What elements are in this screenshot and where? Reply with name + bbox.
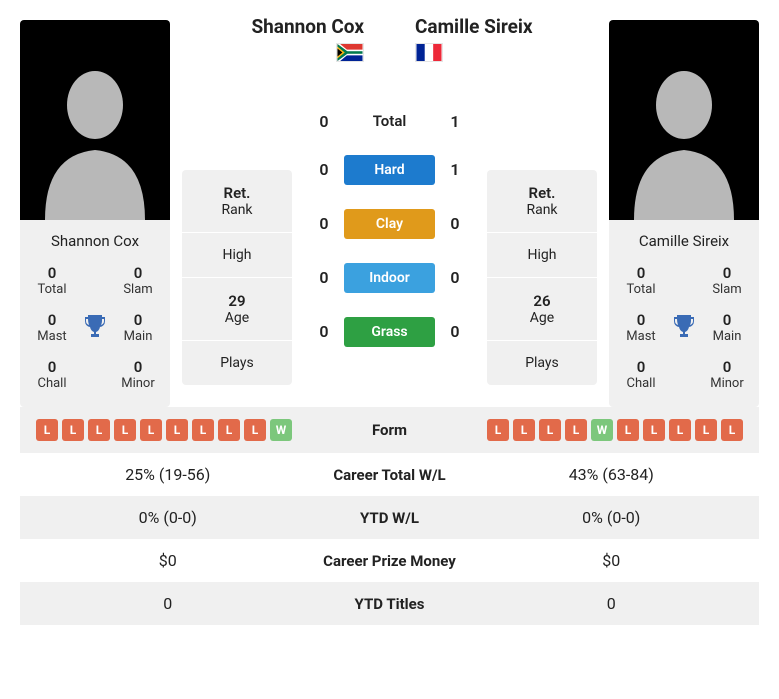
- stat-slam-right: 0 Slam: [703, 264, 751, 297]
- stat-mast-right: 0 Mast: [617, 311, 665, 344]
- player-card-right: Camille Sireix 0 Total 0 Slam 0 Mast: [609, 20, 759, 407]
- form-pill[interactable]: L: [36, 419, 58, 441]
- compare-left: 25% (19-56): [36, 465, 300, 484]
- form-pill[interactable]: L: [565, 419, 587, 441]
- form-pill[interactable]: L: [695, 419, 717, 441]
- h2h-center: Shannon Cox Camille Sireix 0 Total 1 0 H…: [304, 20, 475, 371]
- compare-left: 0% (0-0): [36, 508, 300, 527]
- h2h-row-total: 0 Total 1: [304, 112, 475, 131]
- compare-table: LLLLLLLLLW Form LLLLWLLLLL 25% (19-56)Ca…: [20, 407, 759, 625]
- high-right: High: [487, 233, 597, 278]
- stat-total-left: 0 Total: [28, 264, 76, 297]
- form-label: Form: [300, 421, 480, 439]
- rank-right: Ret. Rank: [487, 170, 597, 233]
- compare-label: Career Total W/L: [300, 466, 480, 484]
- trophy-icon: [82, 313, 108, 343]
- player-card-name-left: Shannon Cox: [28, 232, 162, 250]
- compare-row: $0Career Prize Money$0: [20, 539, 759, 582]
- stat-minor-right: 0 Minor: [703, 358, 751, 391]
- form-pill[interactable]: L: [166, 419, 188, 441]
- compare-row: 0YTD Titles0: [20, 582, 759, 625]
- compare-right: 0: [480, 594, 744, 613]
- h2h-row-hard: 0 Hard 1: [304, 155, 475, 185]
- form-pill[interactable]: L: [140, 419, 162, 441]
- compare-row-form: LLLLLLLLLW Form LLLLWLLLLL: [20, 407, 759, 453]
- compare-left: $0: [36, 551, 300, 570]
- h2h-total-left: 0: [304, 112, 344, 131]
- player-header-left: Shannon Cox: [244, 16, 364, 66]
- form-pill[interactable]: L: [513, 419, 535, 441]
- age-right: 26 Age: [487, 278, 597, 341]
- age-left: 29 Age: [182, 278, 292, 341]
- form-pill[interactable]: L: [643, 419, 665, 441]
- compare-label: Career Prize Money: [300, 552, 480, 570]
- flag-fr-icon: [415, 43, 443, 62]
- player-photo-right: [609, 20, 759, 220]
- form-pill[interactable]: L: [721, 419, 743, 441]
- form-pills-left: LLLLLLLLLW: [36, 419, 300, 441]
- compare-label: YTD W/L: [300, 509, 480, 527]
- flag-za-icon: [336, 43, 364, 62]
- form-pill[interactable]: L: [88, 419, 110, 441]
- high-left: High: [182, 233, 292, 278]
- compare-row: 25% (19-56)Career Total W/L43% (63-84): [20, 453, 759, 496]
- form-pills-right: LLLLWLLLLL: [480, 419, 744, 441]
- form-pill[interactable]: L: [218, 419, 240, 441]
- stat-chall-right: 0 Chall: [617, 358, 665, 391]
- player-card-left: Shannon Cox 0 Total 0 Slam 0 Mast: [20, 20, 170, 407]
- stat-minor-left: 0 Minor: [114, 358, 162, 391]
- h2h-total-right: 1: [435, 112, 475, 131]
- stat-main-right: 0 Main: [703, 311, 751, 344]
- form-pill[interactable]: L: [244, 419, 266, 441]
- compare-right: $0: [480, 551, 744, 570]
- stat-main-left: 0 Main: [114, 311, 162, 344]
- h2h-row-clay: 0 Clay 0: [304, 209, 475, 239]
- trophy-icon: [671, 313, 697, 343]
- stat-mast-left: 0 Mast: [28, 311, 76, 344]
- form-pill[interactable]: W: [270, 419, 292, 441]
- surface-indoor[interactable]: Indoor: [344, 263, 435, 293]
- surface-clay[interactable]: Clay: [344, 209, 435, 239]
- player-card-name-right: Camille Sireix: [617, 232, 751, 250]
- player-info-right: Ret. Rank High 26 Age Plays: [487, 170, 597, 385]
- form-pill[interactable]: L: [617, 419, 639, 441]
- form-pill[interactable]: L: [62, 419, 84, 441]
- form-pill[interactable]: L: [114, 419, 136, 441]
- h2h-row-indoor: 0 Indoor 0: [304, 263, 475, 293]
- form-pill[interactable]: L: [487, 419, 509, 441]
- plays-right: Plays: [487, 341, 597, 385]
- head-to-head-panel: Shannon Cox 0 Total 0 Slam 0 Mast: [20, 20, 759, 407]
- form-pill[interactable]: L: [539, 419, 561, 441]
- stat-total-right: 0 Total: [617, 264, 665, 297]
- rank-left: Ret. Rank: [182, 170, 292, 233]
- player-photo-left: [20, 20, 170, 220]
- form-pill[interactable]: W: [591, 419, 613, 441]
- compare-right: 43% (63-84): [480, 465, 744, 484]
- compare-label: YTD Titles: [300, 595, 480, 613]
- h2h-row-grass: 0 Grass 0: [304, 317, 475, 347]
- form-pill[interactable]: L: [192, 419, 214, 441]
- form-pill[interactable]: L: [669, 419, 691, 441]
- surface-grass[interactable]: Grass: [344, 317, 435, 347]
- surface-hard[interactable]: Hard: [344, 155, 435, 185]
- h2h-label-total: Total: [344, 112, 435, 130]
- compare-right: 0% (0-0): [480, 508, 744, 527]
- player-info-left: Ret. Rank High 29 Age Plays: [182, 170, 292, 385]
- compare-row: 0% (0-0)YTD W/L0% (0-0): [20, 496, 759, 539]
- stat-slam-left: 0 Slam: [114, 264, 162, 297]
- compare-left: 0: [36, 594, 300, 613]
- stat-chall-left: 0 Chall: [28, 358, 76, 391]
- player-header-right: Camille Sireix: [415, 16, 535, 66]
- plays-left: Plays: [182, 341, 292, 385]
